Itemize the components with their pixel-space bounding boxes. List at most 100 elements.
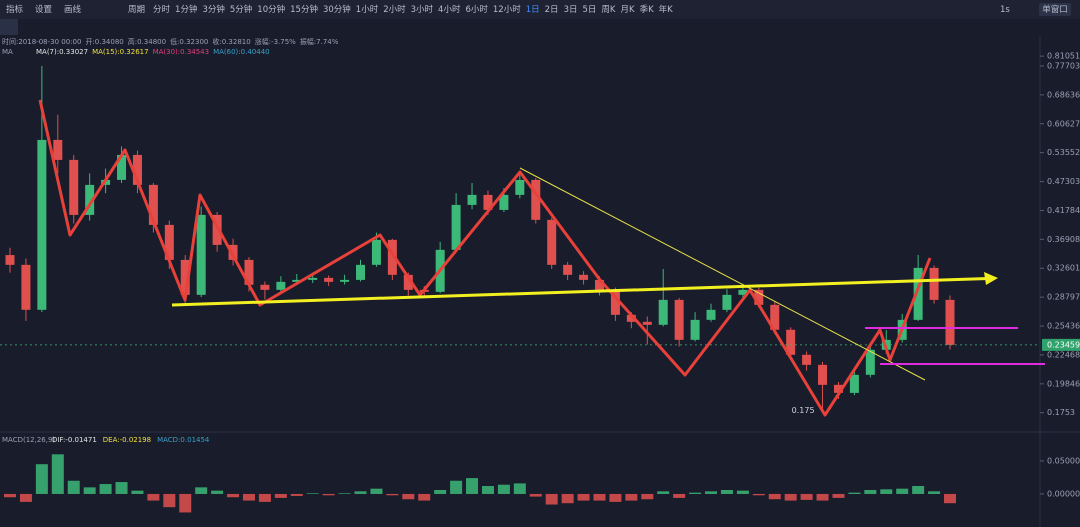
macd-bar [83,487,96,494]
period-label[interactable]: 周期 [128,5,145,15]
period-button[interactable]: 2日 [545,5,559,15]
macd-bar [784,493,797,501]
candle-body [658,299,668,325]
info-text: 低:0.32300 [170,37,208,46]
candle-body [610,289,620,315]
candle-body [356,264,366,280]
macd-bar [466,478,479,494]
macd-bar [545,493,558,505]
y-tick-label: 0.28797 [1047,293,1080,302]
period-button[interactable]: 年K [659,4,674,15]
candle-body [212,214,222,245]
candle-body [594,279,604,290]
period-button[interactable]: 10分钟 [257,4,285,15]
macd-bar [768,493,781,500]
candle-body [674,299,684,340]
macd-bar [481,486,494,494]
macd-bar [402,493,415,500]
ma-legend-item: MA(7):0.33027 [36,48,88,56]
period-button[interactable]: 季K [640,4,655,15]
candle-body [913,267,923,320]
period-button[interactable]: 分时 [153,4,171,15]
period-button[interactable]: 12小时 [493,4,521,15]
macd-bar [99,484,112,494]
candle-body [5,255,15,265]
candle-body [451,204,461,250]
candle-body [642,321,652,325]
macd-legend-item: MACD:0.01454 [157,436,210,444]
candle-body [515,179,525,195]
candle-body [53,139,63,160]
period-button[interactable]: 5分钟 [230,4,252,15]
macd-bar [354,491,367,494]
candle-body [626,314,636,322]
macd-bar [147,493,160,501]
period-button[interactable]: 1小时 [356,4,379,15]
info-text: 振幅:7.74% [300,37,339,46]
candle-body [770,304,780,330]
macd-bar [752,493,765,496]
info-text: 高:0.34800 [128,37,166,46]
tool-button[interactable]: 设置 [35,4,53,15]
candle-body [244,259,254,285]
tool-icon[interactable] [0,19,18,35]
macd-bar [657,491,670,494]
macd-bar [880,489,893,494]
macd-bar [450,480,463,494]
macd-bar [864,489,877,494]
period-button[interactable]: 6小时 [465,4,488,15]
info-text: 涨幅:-3.75% [255,37,296,46]
period-button[interactable]: 2小时 [383,4,406,15]
candle-body [340,279,350,282]
toolbar-items: 指标 设置 画线 周期 分时 1分钟 3分钟 5分钟 10分钟 15分钟 30分钟 1小时 2小时 3小时… [6,3,1071,16]
candle-body [945,299,955,345]
period-button[interactable]: 3日 [564,5,578,15]
y-tick-label: 0.53552 [1047,148,1080,157]
info-text: 时间:2018-08-30 00:00 [2,37,81,46]
candle-body [531,179,541,220]
candle-body [132,154,142,185]
macd-bar [832,493,845,498]
candle-body [164,224,174,260]
candle-body [579,274,589,280]
tool-button[interactable]: 指标 [6,4,24,15]
period-button[interactable]: 周K [601,5,616,15]
macd-bar [513,483,526,494]
macd-bar [370,488,383,494]
candle-body [499,194,509,210]
candle-body [563,264,573,275]
window-button-box[interactable] [1039,3,1071,16]
macd-bar [115,482,128,494]
period-button[interactable]: 30分钟 [323,4,351,15]
ma-legend-item: MA(60):0.40440 [213,48,270,56]
tool-button[interactable]: 画线 [64,4,82,15]
candle-body [308,277,318,280]
period-button[interactable]: 4小时 [438,4,461,15]
candle-body [180,259,190,295]
period-button[interactable]: 5日 [582,5,596,15]
macd-legend-item: DEA:-0.02198 [103,436,151,444]
period-button[interactable]: 月K [620,5,635,15]
period-button[interactable]: 15分钟 [290,4,318,15]
candle-body [786,329,796,355]
speed[interactable]: 1s [1000,5,1010,15]
period-button[interactable]: 1日 [526,5,540,15]
candle-body [403,274,413,290]
y-tick-label: 0.25436 [1047,322,1080,331]
period-button[interactable]: 1分钟 [175,4,197,15]
candle-body [722,294,732,310]
macd-bar [529,493,542,497]
macd-bar [816,493,829,501]
period-button[interactable]: 3小时 [411,4,434,15]
candle-body [802,354,812,365]
macd-bar [928,491,941,494]
macd-bar [386,493,399,496]
window-button[interactable]: 单窗口 [1042,4,1068,15]
candle-body [547,219,557,265]
macd-bar [720,489,733,494]
trend-line [519,167,926,381]
macd-legend-item: DIF:-0.01471 [52,436,97,444]
period-button[interactable]: 3分钟 [202,4,224,15]
y-tick-label: 0.47303 [1047,177,1080,186]
